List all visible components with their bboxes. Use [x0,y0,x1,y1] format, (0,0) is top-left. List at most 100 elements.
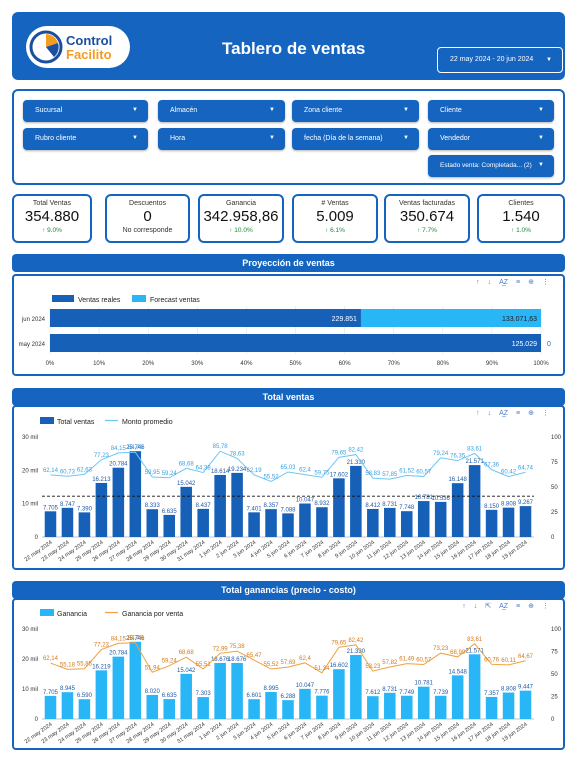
line-data-label: 60,76 [484,657,500,663]
bar [180,486,192,537]
y-right-tick-label: 50 [551,672,558,678]
bar-data-label: 8.808 [501,502,517,508]
bar [214,474,226,537]
chart-toolbar: ↑ ↓ A͢Z ≡ ⊕ ⋮ [468,278,549,286]
line-data-label: 77,23 [94,642,110,648]
bar-data-label: 9.447 [518,685,534,691]
bar [112,467,125,537]
bar [78,512,91,537]
filter-icon[interactable]: ≡ [516,279,521,286]
line-data-label: 60,57 [416,657,432,663]
sort-az-icon[interactable]: A͢Z [499,410,509,417]
kpi-total-ventas: Total Ventas 354.880 ↑ 9.0% [12,194,92,243]
kpi-delta: ↑ 10.0% [229,227,253,234]
bar [417,686,430,719]
zoom-icon[interactable]: ⊕ [528,603,534,610]
chevron-down-icon: ▼ [269,107,275,113]
bar [214,662,226,719]
section-title-total-profit: Total ganancias (precio - costo) [12,581,565,599]
kpi-delta: ↑ 9.0% [42,227,62,234]
bar [231,472,243,537]
bar [248,699,260,719]
logo-line2: Facilito [66,47,112,62]
y-left-tick-label: 0 [35,535,39,541]
filter-rubro-cliente[interactable]: Rubro cliente ▼ [23,128,148,150]
bar [367,696,379,719]
line-data-label: 64,38 [196,466,212,472]
line-data-label: 79,65 [331,450,347,456]
export-icon[interactable]: ⇱ [485,603,492,610]
bar [400,511,413,537]
bar [248,512,260,537]
arrow-down-icon[interactable]: ↓ [473,603,478,610]
more-menu-icon[interactable]: ⋮ [542,279,549,286]
line-data-label: 64,74 [518,465,534,471]
filter-label: Cliente [440,107,462,114]
filter-cliente[interactable]: Cliente ▼ [428,100,554,122]
x-tick-label: 80% [437,361,450,367]
arrow-down-icon[interactable]: ↓ [487,279,492,286]
bar [451,483,464,537]
zoom-icon[interactable]: ⊕ [528,410,534,417]
kpi-descuentos: Descuentos 0 No corresponde [105,194,190,243]
line-data-label: 59,95 [145,470,161,476]
y-left-tick-label: 10 mil [22,502,38,508]
filter-icon[interactable]: ≡ [516,410,521,417]
filter-almacen[interactable]: Almacén ▼ [158,100,285,122]
chevron-down-icon: ▼ [403,107,409,113]
bar [367,508,379,537]
bar-data-label: 7.749 [399,690,415,696]
kpi-value: 342.958,86 [203,208,279,225]
bar [400,695,413,719]
x-tick-label: 70% [388,361,401,367]
bar-data-label: 21.330 [347,460,366,466]
more-menu-icon[interactable]: ⋮ [542,410,549,417]
line-data-label: 60,42 [501,470,517,476]
chevron-down-icon: ▼ [132,107,138,113]
arrow-up-icon[interactable]: ↑ [476,410,480,417]
bar [485,696,498,719]
bar [95,482,108,537]
line-data-label: 61,52 [399,468,415,474]
more-menu-icon[interactable]: ⋮ [542,603,549,610]
bar-data-label: 21.571 [465,459,484,465]
filter-hora[interactable]: Hora ▼ [158,128,285,150]
line-data-label: 58,83 [365,471,381,477]
x-tick-label: 50% [289,361,302,367]
line-data-label: 73,23 [433,646,449,652]
bar-data-label: 8.932 [314,501,330,507]
zoom-icon[interactable]: ⊕ [528,279,534,286]
bar [265,509,277,537]
date-range-picker[interactable]: 22 may 2024 - 20 jun 2024 ▼ [437,47,563,73]
bar-data-label: 7.401 [247,506,263,512]
filter-sucursal[interactable]: Sucursal ▼ [23,100,148,122]
bar [299,503,311,537]
line-data-label: 59,75 [314,470,330,476]
filter-icon[interactable]: ≡ [516,603,521,610]
filter-estado-venta[interactable]: Estado venta: Completada... (2) ▼ [428,155,554,177]
x-tick-label: 0% [46,361,55,367]
bar [163,699,176,719]
bar [163,514,176,537]
sort-az-icon[interactable]: A͢Z [499,279,509,286]
chevron-down-icon: ▼ [269,135,275,141]
kpi-delta: ↑ 1.0% [511,227,531,234]
legend-swatch-ventas-reales [52,295,74,302]
filter-vendedor[interactable]: Vendedor ▼ [428,128,554,150]
bar-data-label: 18.676 [211,657,230,663]
arrow-down-icon[interactable]: ↓ [487,410,492,417]
line-data-label: 51,94 [145,665,161,671]
arrow-up-icon[interactable]: ↑ [462,603,466,610]
filter-dia-semana[interactable]: fecha (Día de la semana) ▼ [292,128,419,150]
bar-data-label: 6.590 [77,693,93,699]
y-right-tick-label: 75 [551,650,558,656]
bar [282,513,294,537]
line-data-label: 55,52 [264,474,280,480]
line-data-label: 60,73 [60,469,76,475]
line-data-label: 68,99 [450,650,466,656]
sort-az-icon[interactable]: A͢Z [499,603,509,610]
arrow-up-icon[interactable]: ↑ [476,279,480,286]
filter-zona-cliente[interactable]: Zona cliente ▼ [292,100,419,122]
line-data-label: 55,85 [77,662,93,668]
bar [350,655,362,719]
